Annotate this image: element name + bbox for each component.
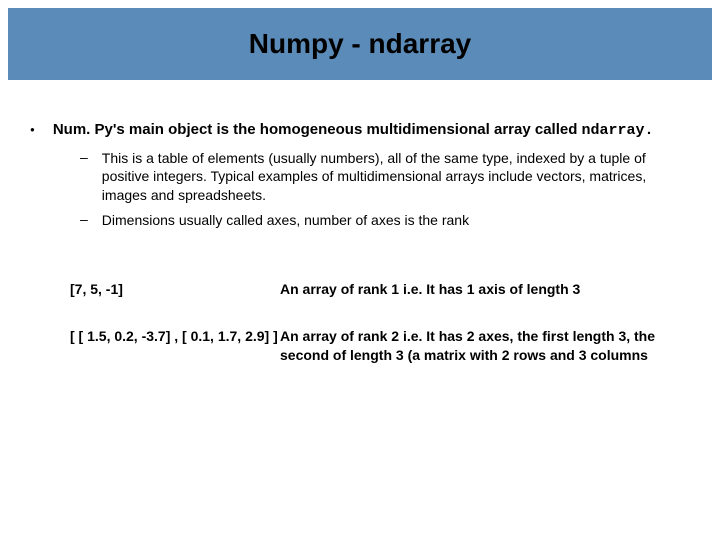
example-description: An array of rank 1 i.e. It has 1 axis of…	[280, 280, 580, 299]
slide-content: ● Num. Py's main object is the homogeneo…	[0, 80, 720, 365]
dash-icon: –	[80, 149, 88, 165]
main-bullet-mono: ndarray.	[582, 122, 654, 139]
example-row: [7, 5, -1] An array of rank 1 i.e. It ha…	[70, 280, 690, 299]
example-row: [ [ 1.5, 0.2, -3.7] , [ 0.1, 1.7, 2.9] ]…	[70, 327, 690, 365]
slide-title: Numpy - ndarray	[8, 28, 712, 60]
sub-bullet-item: – Dimensions usually called axes, number…	[80, 211, 690, 230]
sub-bullet-text: Dimensions usually called axes, number o…	[102, 211, 469, 230]
main-bullet: ● Num. Py's main object is the homogeneo…	[30, 120, 690, 141]
main-bullet-text: Num. Py's main object is the homogeneous…	[53, 120, 654, 141]
sub-bullet-list: – This is a table of elements (usually n…	[80, 149, 690, 231]
sub-bullet-item: – This is a table of elements (usually n…	[80, 149, 690, 206]
title-bar: Numpy - ndarray	[8, 8, 712, 80]
examples-table: [7, 5, -1] An array of rank 1 i.e. It ha…	[70, 280, 690, 365]
example-description: An array of rank 2 i.e. It has 2 axes, t…	[280, 327, 690, 365]
main-bullet-part1: Num. Py's main object is the homogeneous…	[53, 121, 582, 138]
example-code: [ [ 1.5, 0.2, -3.7] , [ 0.1, 1.7, 2.9] ]	[70, 327, 280, 365]
dash-icon: –	[80, 211, 88, 227]
sub-bullet-text: This is a table of elements (usually num…	[102, 149, 690, 206]
bullet-dot-icon: ●	[30, 125, 35, 134]
example-code: [7, 5, -1]	[70, 280, 280, 299]
